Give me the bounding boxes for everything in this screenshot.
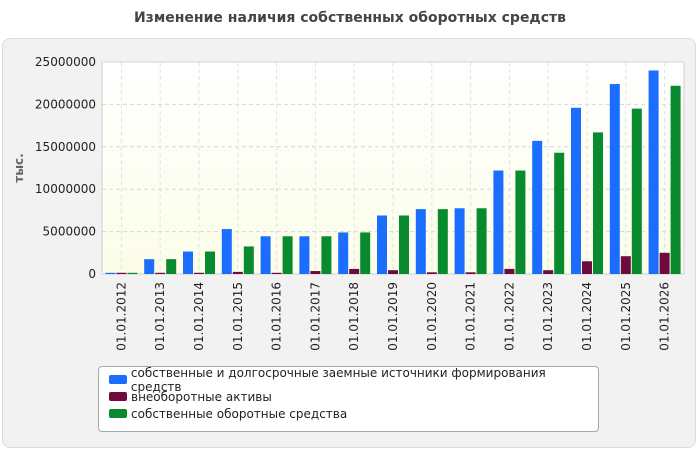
bars-group [105, 70, 681, 275]
y-tick-label: 5000000 [43, 225, 96, 239]
bar-series-2-01.01.2013 [155, 272, 166, 274]
bar-series-3-01.01.2024 [593, 132, 603, 274]
bar-series-1-01.01.2016 [260, 236, 271, 274]
legend-swatch-noncurrent [109, 392, 127, 401]
grid-lines [102, 61, 684, 274]
x-tick-label: 01.01.2017 [308, 282, 322, 351]
bar-series-1-01.01.2020 [415, 209, 426, 274]
bar-series-1-01.01.2019 [377, 215, 387, 274]
bar-series-3-01.01.2019 [399, 215, 409, 274]
bar-series-3-01.01.2016 [282, 236, 293, 274]
x-tick-label: 01.01.2026 [658, 282, 672, 351]
bar-series-1-01.01.2022 [493, 170, 504, 274]
bar-series-3-01.01.2013 [166, 259, 177, 274]
x-tick-label: 01.01.2024 [580, 282, 594, 351]
bar-series-2-01.01.2023 [543, 270, 554, 274]
x-tick-label: 01.01.2013 [153, 282, 167, 351]
x-tick-label: 01.01.2022 [502, 282, 516, 351]
bar-series-1-01.01.2021 [454, 208, 465, 274]
x-tick-label: 01.01.2019 [386, 282, 400, 351]
bar-series-2-01.01.2012 [116, 272, 127, 274]
legend: собственные и долгосрочные заемные источ… [98, 366, 599, 432]
legend-swatch-working-capital [109, 409, 127, 418]
legend-label-working-capital: собственные оборотные средства [131, 406, 348, 421]
x-tick-label: 01.01.2021 [464, 282, 478, 351]
bar-series-1-01.01.2017 [299, 236, 310, 274]
y-tick-label: 10000000 [35, 182, 96, 196]
x-tick-label: 01.01.2015 [231, 282, 245, 351]
y-axis-label: тыс. [12, 153, 26, 182]
x-tick-label: 01.01.2016 [270, 282, 284, 351]
y-tick-label: 15000000 [35, 140, 96, 154]
y-tick-label: 25000000 [35, 55, 96, 69]
bar-series-3-01.01.2012 [127, 272, 138, 274]
bar-series-3-01.01.2021 [476, 208, 487, 274]
bar-series-2-01.01.2025 [620, 256, 631, 274]
bar-series-3-01.01.2015 [243, 246, 254, 274]
bar-series-2-01.01.2014 [194, 272, 204, 274]
x-tick-label: 01.01.2023 [541, 282, 555, 351]
legend-item-working-capital: собственные оборотные средства [109, 405, 598, 422]
bar-series-3-01.01.2023 [554, 152, 565, 274]
x-tick-label: 01.01.2012 [114, 282, 128, 351]
x-tick-label: 01.01.2020 [425, 282, 439, 351]
bar-series-2-01.01.2018 [349, 268, 360, 274]
bar-series-2-01.01.2024 [582, 261, 592, 274]
bar-series-3-01.01.2025 [631, 108, 642, 274]
legend-item-sources: собственные и долгосрочные заемные источ… [109, 366, 598, 394]
bar-series-3-01.01.2017 [321, 236, 332, 274]
bar-series-3-01.01.2014 [205, 251, 215, 274]
legend-item-noncurrent: внеоборотные активы [109, 388, 598, 405]
bar-series-2-01.01.2021 [465, 272, 476, 274]
bar-series-1-01.01.2015 [221, 229, 232, 274]
bar-series-1-01.01.2012 [105, 272, 116, 274]
bar-series-2-01.01.2026 [659, 252, 670, 274]
x-tick-label: 01.01.2025 [619, 282, 633, 351]
legend-swatch-sources [109, 375, 127, 384]
bar-series-1-01.01.2023 [532, 140, 543, 274]
x-tick-label: 01.01.2018 [347, 282, 361, 351]
chart-title: Изменение наличия собственных оборотных … [133, 10, 567, 26]
bar-series-2-01.01.2020 [426, 272, 437, 274]
bar-series-2-01.01.2022 [504, 268, 515, 274]
bar-series-3-01.01.2026 [670, 85, 681, 274]
bar-series-2-01.01.2016 [271, 272, 282, 274]
bar-series-3-01.01.2018 [360, 232, 371, 274]
bar-series-3-01.01.2020 [437, 209, 448, 274]
legend-label-noncurrent: внеоборотные активы [131, 389, 272, 404]
y-tick-labels: 0 5000000 10000000 15000000 20000000 25000000 [35, 55, 96, 281]
y-tick-label: 20000000 [35, 97, 96, 111]
bar-series-1-01.01.2014 [183, 251, 193, 274]
bar-series-3-01.01.2022 [515, 170, 526, 274]
bar-series-1-01.01.2026 [648, 70, 659, 274]
bar-series-1-01.01.2025 [609, 84, 620, 274]
bar-series-2-01.01.2015 [232, 271, 243, 274]
bar-series-2-01.01.2017 [310, 271, 321, 274]
bar-series-1-01.01.2024 [571, 107, 581, 275]
legend-label-sources: собственные и долгосрочные заемные источ… [130, 365, 546, 394]
bar-series-2-01.01.2019 [388, 270, 398, 274]
x-tick-labels: 01.01.2012 01.01.2013 01.01.2014 01.01.2015… [114, 282, 671, 351]
bar-series-1-01.01.2013 [144, 259, 155, 274]
bar-series-1-01.01.2018 [338, 232, 349, 274]
x-tick-label: 01.01.2014 [192, 282, 206, 351]
y-tick-label: 0 [88, 267, 96, 281]
